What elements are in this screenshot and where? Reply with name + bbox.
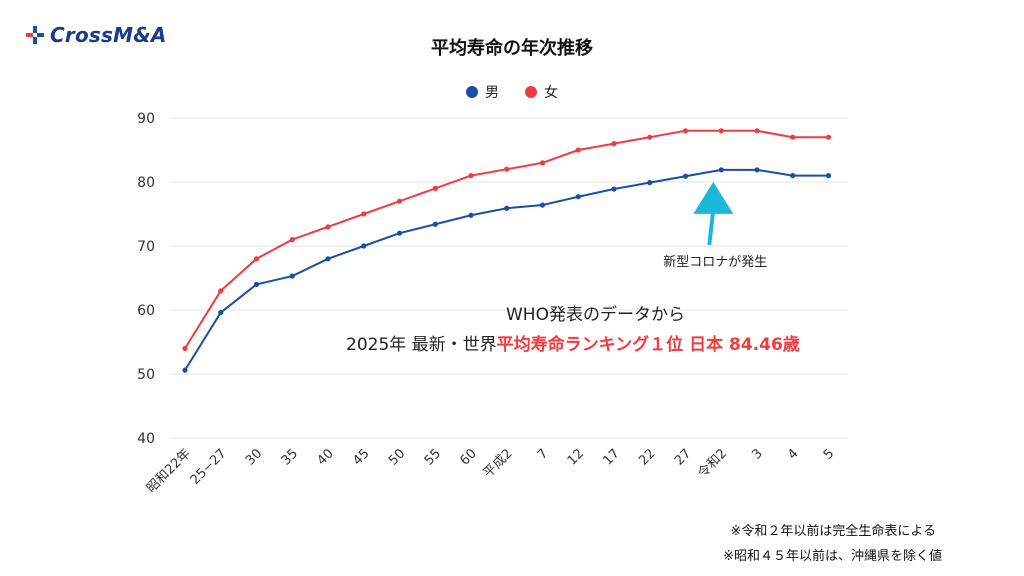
data-point-female xyxy=(432,185,438,191)
data-point-female xyxy=(218,288,224,294)
footnote-2: ※昭和４５年以前は、沖縄県を除く値 xyxy=(723,549,942,564)
x-tick-label: 4 xyxy=(785,446,801,462)
data-point-male xyxy=(754,167,760,173)
data-point-male xyxy=(790,173,796,179)
x-tick-label: 5 xyxy=(821,446,837,462)
annotation-arrow xyxy=(693,181,734,246)
x-tick-label: 55 xyxy=(422,446,444,468)
x-tick-label: 12 xyxy=(565,446,587,468)
brand-name: CrossM&A xyxy=(50,23,167,47)
x-tick-label: 昭和22年 xyxy=(144,446,194,496)
legend-marker-female xyxy=(525,86,537,98)
x-tick-label: 45 xyxy=(350,446,372,468)
x-tick-label: 22 xyxy=(636,446,658,468)
chart-title: 平均寿命の年次推移 xyxy=(431,38,593,59)
legend-item-male: 男 xyxy=(466,82,499,102)
data-point-male xyxy=(182,367,188,373)
data-point-female xyxy=(825,134,832,140)
x-tick-label: 50 xyxy=(386,446,408,468)
data-point-female xyxy=(682,128,689,134)
data-point-male xyxy=(432,221,438,227)
y-tick-label: 90 xyxy=(137,111,155,127)
x-tick-label: 40 xyxy=(315,446,337,468)
data-point-male xyxy=(325,256,331,262)
data-point-male xyxy=(289,273,295,279)
x-tick-label: 令和2 xyxy=(695,446,730,481)
data-point-male xyxy=(504,205,510,211)
x-tick-label: 7 xyxy=(535,446,551,462)
data-point-female xyxy=(539,160,546,166)
x-tick-label: 35 xyxy=(279,446,301,468)
legend-label-female: 女 xyxy=(544,85,558,101)
data-point-male xyxy=(611,186,617,192)
data-point-female xyxy=(754,128,760,134)
data-point-male xyxy=(468,212,474,218)
brand-logo: CrossM&A xyxy=(26,22,167,48)
x-tick-label: 25−27 xyxy=(188,446,230,488)
x-tick-label: 3 xyxy=(749,446,765,462)
legend: 男 女 xyxy=(0,82,1024,102)
y-tick-label: 60 xyxy=(137,303,155,319)
footnote-1: ※令和２年以前は完全生命表による xyxy=(730,524,936,539)
x-tick-label: 60 xyxy=(458,446,480,468)
headline-line2: 2025年 最新・世界平均寿命ランキング１位 日本 84.46歳 xyxy=(346,330,800,355)
legend-label-male: 男 xyxy=(485,85,499,101)
data-point-female xyxy=(325,224,331,230)
arrow-shaft xyxy=(707,209,716,246)
x-tick-label: 27 xyxy=(672,446,694,468)
data-point-male xyxy=(682,173,689,179)
data-point-female xyxy=(611,141,617,147)
y-tick-label: 40 xyxy=(137,431,155,447)
x-tick-label: 平成2 xyxy=(481,446,516,481)
data-point-male xyxy=(718,167,724,173)
annotation-label: 新型コロナが発生 xyxy=(663,254,767,270)
data-point-male xyxy=(825,173,832,179)
data-point-male xyxy=(253,281,260,287)
arrow-head xyxy=(693,181,734,214)
y-tick-label: 70 xyxy=(137,239,155,255)
data-point-female xyxy=(718,128,724,134)
x-tick-label: 30 xyxy=(243,446,265,468)
data-point-male xyxy=(575,194,581,200)
data-point-female xyxy=(182,345,188,351)
legend-item-female: 女 xyxy=(525,82,558,102)
data-point-male xyxy=(647,180,653,186)
x-tick-label: 17 xyxy=(601,446,623,468)
data-point-female xyxy=(289,237,295,243)
headline-prefix: 2025年 最新・世界 xyxy=(346,335,497,355)
data-point-female xyxy=(396,198,403,204)
y-tick-label: 80 xyxy=(137,175,155,191)
legend-marker-male xyxy=(466,86,478,98)
data-point-female xyxy=(790,134,796,140)
data-point-female xyxy=(504,166,510,172)
data-point-female xyxy=(468,173,474,179)
data-point-male xyxy=(539,202,546,208)
data-point-male xyxy=(361,243,367,249)
cross-icon xyxy=(26,26,44,44)
headline-highlight: 平均寿命ランキング１位 日本 84.46歳 xyxy=(496,335,800,355)
data-point-female xyxy=(253,256,260,262)
data-point-female xyxy=(575,147,581,153)
data-point-female xyxy=(647,134,653,140)
headline-line1: WHO発表のデータから xyxy=(506,305,685,325)
data-point-female xyxy=(361,211,367,217)
data-point-male xyxy=(396,230,403,236)
y-tick-label: 50 xyxy=(137,367,155,383)
data-point-male xyxy=(218,309,224,316)
